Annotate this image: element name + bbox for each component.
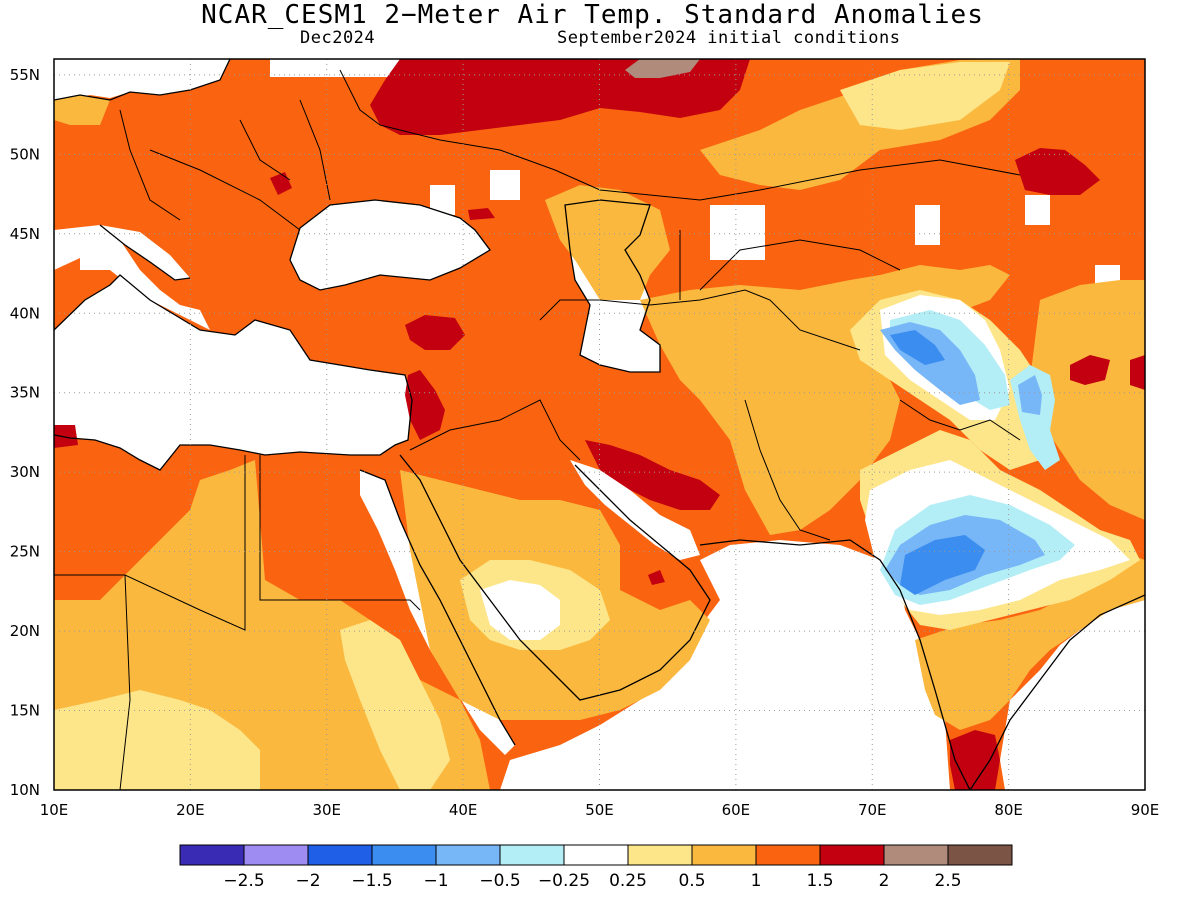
colorbar-swatch (947, 844, 1013, 866)
field-above-1-5-iran (585, 440, 720, 510)
lat-tick-label: 55N (10, 66, 40, 84)
map-frame (53, 58, 1146, 791)
longitude-ticks: 10E 20E 30E 40E 50E 60E 70E 80E 90E (40, 801, 1160, 819)
field-above-1-5-china (1070, 355, 1110, 385)
lat-tick-label: 50N (10, 145, 40, 163)
lat-tick-label: 40N (10, 304, 40, 322)
colorbar-label: −2.5 (223, 871, 264, 891)
patch-balkhash (915, 205, 940, 245)
field-above-1-5-india-south (950, 730, 1000, 790)
field-above-1-5-mongolia (1015, 148, 1100, 195)
land-patch-italy (80, 240, 110, 270)
colorbar-label: −1.5 (351, 871, 392, 891)
field-above-2-russia (625, 59, 700, 78)
sea-arabian (500, 540, 950, 790)
sea-mediterranean (54, 275, 412, 470)
sea-adriatic (100, 225, 190, 280)
patch-volga (490, 170, 520, 200)
lon-tick-label: 80E (994, 801, 1023, 819)
chart-title: NCAR_CESM1 2−Meter Air Temp. Standard An… (201, 0, 984, 30)
patch-don (430, 185, 455, 215)
field-near-normal-arabia (480, 580, 560, 640)
lon-tick-label: 70E (858, 801, 887, 819)
field-below-1-tibet (890, 330, 945, 365)
lon-tick-label: 20E (176, 801, 205, 819)
lon-tick-label: 50E (585, 801, 614, 819)
colorbar-labels: −2.5 −2 −1.5 −1 −0.5 −0.25 0.25 0.5 1 1.5 2 2.5 (223, 871, 961, 891)
colorbar-label: 1.5 (806, 871, 833, 891)
field-above-0-25-africa (54, 690, 260, 790)
colorbar-label: 2 (879, 871, 890, 891)
init-conditions-label: September2024 initial conditions (557, 28, 901, 48)
field-above-1-5-ukraine (468, 208, 495, 220)
colorbar-swatch (243, 844, 309, 866)
colorbar-swatch (819, 844, 885, 866)
field-above-1-5-turkey (405, 315, 465, 350)
lat-tick-label: 35N (10, 384, 40, 402)
lon-tick-label: 40E (449, 801, 478, 819)
field-above-0-5-china (1030, 280, 1145, 520)
colorbar-swatch (371, 844, 437, 866)
colorbar (179, 844, 1013, 866)
sea-persian-gulf (570, 460, 700, 560)
colorbar-label: −0.5 (479, 871, 520, 891)
patch-aral (710, 205, 765, 260)
field-above-1-5-oman (648, 570, 665, 585)
field-above-0-25-kaz (840, 62, 1010, 130)
sea-black (290, 200, 490, 290)
colorbar-label: 0.25 (609, 871, 647, 891)
lat-tick-label: 20N (10, 622, 40, 640)
patch-zaysan (1025, 195, 1050, 225)
colorbar-swatch (179, 844, 245, 866)
colorbar-swatch (627, 844, 693, 866)
colorbar-swatch (691, 844, 757, 866)
sea-bay-of-bengal (1000, 600, 1145, 790)
field-above-0-5-caspian-ring (545, 185, 670, 300)
lon-tick-label: 60E (722, 801, 751, 819)
valid-month-label: Dec2024 (300, 28, 376, 48)
lat-tick-label: 15N (10, 702, 40, 720)
colorbar-swatch (307, 844, 373, 866)
colorbar-swatch (499, 844, 565, 866)
field-above-0-5-india (915, 555, 1145, 730)
lat-tick-label: 45N (10, 225, 40, 243)
lon-tick-label: 30E (312, 801, 341, 819)
field-above-0-25-sudan (340, 620, 450, 790)
lon-tick-label: 10E (40, 801, 69, 819)
colorbar-label: 2.5 (934, 871, 961, 891)
field-above-1-5-levant (405, 370, 445, 440)
sea-north-baltic (54, 59, 230, 100)
sea-gulf-of-finland (270, 59, 400, 77)
field-above-0-5-europe (54, 95, 110, 125)
colorbar-swatch (563, 844, 629, 866)
latitude-ticks: 55N 50N 45N 40N 35N 30N 25N 20N 15N 10N (10, 66, 40, 799)
colorbar-label: −0.25 (538, 871, 590, 891)
field-above-1-5-china2 (1130, 355, 1145, 390)
coastlines (54, 59, 1145, 790)
colorbar-swatch (435, 844, 501, 866)
field-below-1-india (900, 535, 985, 595)
colorbar-swatch (755, 844, 821, 866)
lat-tick-label: 25N (10, 543, 40, 561)
field-above-1-5-libya (54, 425, 78, 448)
colorbar-label: 1 (751, 871, 762, 891)
lat-tick-label: 10N (10, 781, 40, 799)
colorbar-label: 0.5 (678, 871, 705, 891)
lat-tick-label: 30N (10, 463, 40, 481)
borders (54, 69, 1021, 790)
field-below-0-5-tibet2 (1018, 375, 1042, 415)
colorbar-label: −1 (423, 871, 448, 891)
colorbar-label: −2 (295, 871, 320, 891)
anomaly-fields (54, 59, 1145, 790)
gridlines (54, 59, 1145, 790)
colorbar-swatch (883, 844, 949, 866)
lon-tick-label: 90E (1131, 801, 1160, 819)
field-above-0-5-asia (640, 265, 1010, 535)
